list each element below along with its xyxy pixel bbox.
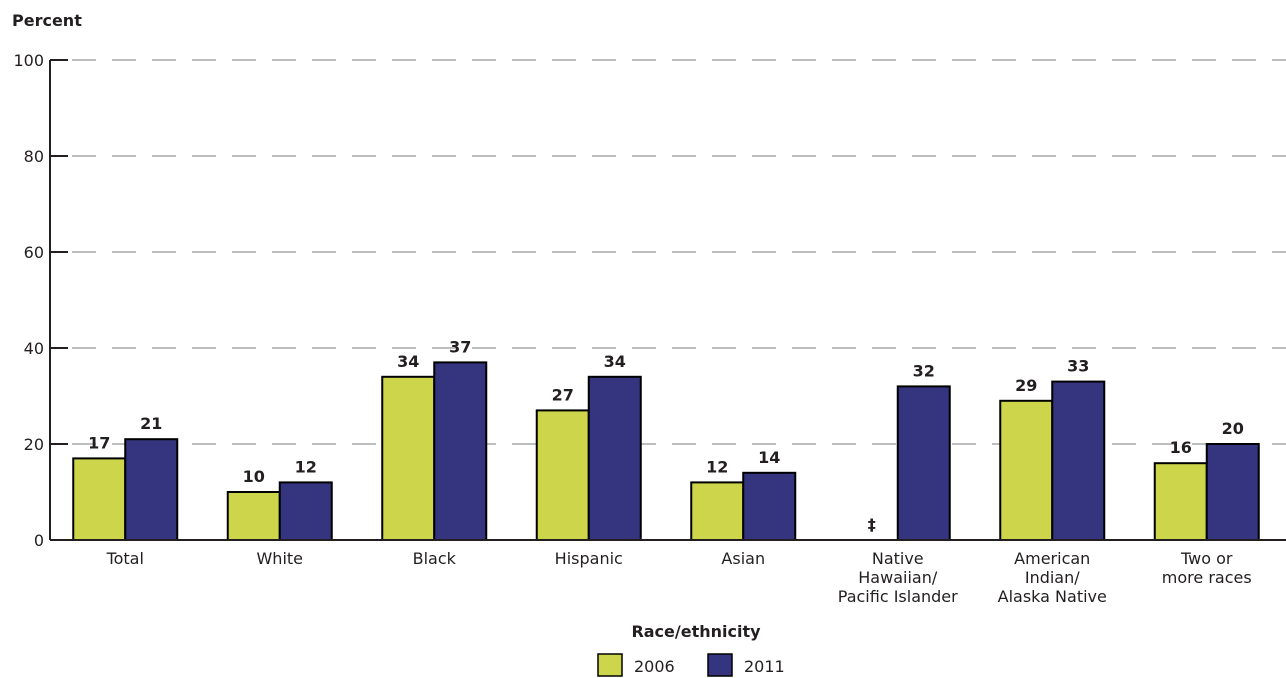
legend: 2006 2011 xyxy=(597,653,785,677)
x-category-label: Asian xyxy=(721,549,765,568)
data-label-2006: 10 xyxy=(243,467,265,486)
x-category-label: Total xyxy=(106,549,144,568)
y-axis-title: Percent xyxy=(12,11,82,30)
legend-label-2011: 2011 xyxy=(744,657,785,676)
bar-2011 xyxy=(1205,443,1260,541)
y-axis-ticks: 0 20 40 60 80 100 xyxy=(13,51,68,550)
legend-swatch-2006 xyxy=(597,653,623,677)
x-category-label: Hispanic xyxy=(555,549,623,568)
x-category-label: American Indian/Alaska Native xyxy=(998,549,1107,606)
y-tick-label: 40 xyxy=(24,339,44,358)
data-label-2006: 29 xyxy=(1015,376,1037,395)
x-category-label: White xyxy=(256,549,303,568)
bar-2006 xyxy=(381,375,436,541)
x-axis-title: Race/ethnicity xyxy=(631,622,761,641)
bars: 17 21 10 12 34 37 27 34 12 14 ‡ 32 29 33 16 20 xyxy=(72,337,1260,542)
data-label-2006: ‡ xyxy=(868,515,876,534)
bar-2006 xyxy=(1153,462,1208,542)
data-label-2011: 20 xyxy=(1222,419,1244,438)
data-label-2006: 27 xyxy=(552,385,574,404)
bar-2011 xyxy=(896,385,951,541)
bar-2006 xyxy=(535,409,590,541)
bar-2011 xyxy=(587,375,642,541)
bar-2006 xyxy=(226,491,281,541)
x-category-label: Two or more races xyxy=(1162,549,1252,587)
data-label-2006: 16 xyxy=(1170,438,1192,457)
bar-2006 xyxy=(690,481,745,541)
data-label-2011: 34 xyxy=(604,352,626,371)
bar-2011 xyxy=(278,481,333,541)
bar-2011 xyxy=(124,438,179,542)
legend-label-2006: 2006 xyxy=(634,657,675,676)
data-label-2011: 33 xyxy=(1067,357,1089,376)
y-tick-label: 0 xyxy=(34,531,44,550)
data-label-2011: 12 xyxy=(295,457,317,476)
bar-2011 xyxy=(742,471,797,541)
y-tick-label: 60 xyxy=(24,243,44,262)
x-axis-categories: Total White Black Hispanic Asian Native Hawaii… xyxy=(106,549,1252,606)
data-label-2011: 21 xyxy=(140,414,162,433)
x-category-label: Native Hawaiian/Pacific Islander xyxy=(838,549,958,606)
data-label-2011: 32 xyxy=(913,361,935,380)
bar-2011 xyxy=(1051,380,1106,541)
y-tick-label: 100 xyxy=(13,51,44,70)
data-label-2011: 37 xyxy=(449,337,471,356)
data-label-2006: 34 xyxy=(397,352,419,371)
data-label-2011: 14 xyxy=(758,448,780,467)
bar-2011 xyxy=(433,361,488,541)
x-category-label: Black xyxy=(413,549,457,568)
data-label-2006: 17 xyxy=(88,433,110,452)
bar-2006 xyxy=(72,457,127,541)
y-tick-label: 80 xyxy=(24,147,44,166)
bar-2006 xyxy=(999,399,1054,541)
data-label-2006: 12 xyxy=(706,457,728,476)
legend-swatch-2011 xyxy=(707,653,733,677)
y-tick-label: 20 xyxy=(24,435,44,454)
